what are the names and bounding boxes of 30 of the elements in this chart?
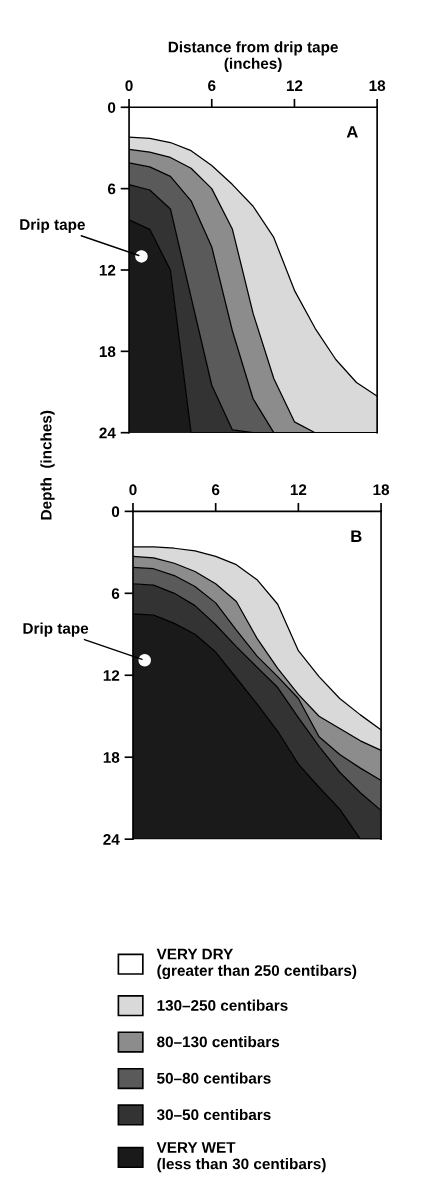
y-tick-label: 24 <box>99 427 116 439</box>
annotation: Drip tape <box>20 218 85 233</box>
x-tick-label: 6 <box>211 484 220 496</box>
x-tick-label: 6 <box>208 80 216 92</box>
y-axis-title: Depth (inches) <box>40 410 55 520</box>
x-tick-label: 0 <box>125 80 133 92</box>
legend-label: VERY WET (less than 30 centibars) <box>156 1142 326 1173</box>
x-tick-label: 18 <box>373 484 390 496</box>
x-tick-label: 12 <box>286 80 303 91</box>
x-axis-title: Distance from drip tape (inches) <box>168 41 338 72</box>
annotation: B <box>351 530 362 542</box>
x-tick-label: 18 <box>369 80 386 92</box>
y-tick-label: 12 <box>99 264 116 276</box>
y-tick-label: 6 <box>111 588 120 599</box>
x-tick-label: 0 <box>129 484 137 496</box>
y-tick-label: 18 <box>103 752 120 763</box>
x-tick-label: 12 <box>290 484 307 495</box>
y-tick-label: 12 <box>103 670 120 681</box>
y-tick-label: 24 <box>103 834 120 845</box>
y-tick-label: 0 <box>107 102 116 113</box>
legend-label: 30–50 centibars <box>156 1108 271 1121</box>
y-tick-label: 18 <box>99 346 116 358</box>
annotation: Drip tape <box>23 622 89 637</box>
annotation: A <box>346 126 358 138</box>
y-tick-label: 0 <box>111 506 120 518</box>
legend-label: 130–250 centibars <box>157 999 288 1011</box>
legend-label: VERY DRY (greater than 250 centibars) <box>156 948 357 980</box>
legend-label: 50–80 centibars <box>157 1072 271 1084</box>
legend-label: 80–130 centibars <box>157 1036 280 1048</box>
y-tick-label: 6 <box>107 183 116 195</box>
